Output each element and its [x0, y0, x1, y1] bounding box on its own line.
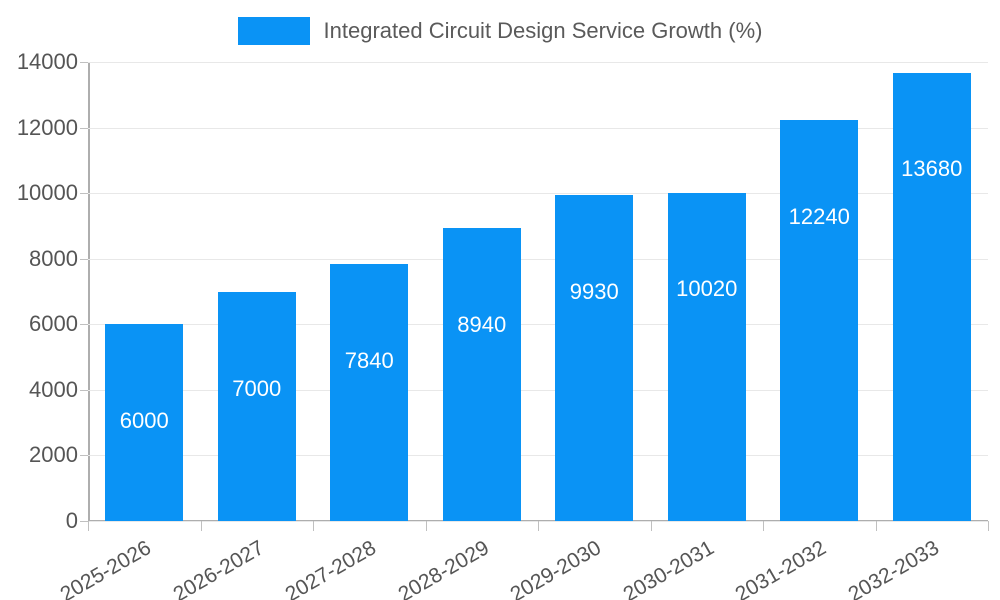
gridline: [88, 127, 988, 129]
plot-area: 6000 7000 7840 8940 9930 10020 12240 13680: [88, 62, 988, 522]
y-axis-tick-label: 2000: [29, 442, 78, 468]
bar[interactable]: [780, 119, 859, 521]
bar-value-label: 6000: [119, 408, 169, 434]
y-axis-tick-mark: [80, 127, 88, 129]
x-axis-tick-mark: [313, 521, 314, 531]
bar[interactable]: [442, 227, 521, 521]
x-axis-tick-mark: [875, 521, 877, 531]
y-axis-tick-mark: [80, 521, 88, 522]
y-axis-tick-label: 0: [65, 508, 78, 533]
x-axis-tick-label: 2026-2027: [169, 536, 268, 600]
x-axis-tick-label: 2029-2030: [506, 536, 605, 600]
gridline: [88, 324, 988, 326]
y-axis-tick-label: 8000: [29, 245, 78, 271]
bar-value-label: 7000: [232, 375, 282, 401]
gridline: [88, 389, 988, 391]
y-axis-tick-mark: [80, 62, 88, 63]
legend-label: Integrated Circuit Design Service Growth…: [323, 18, 763, 43]
x-axis-tick-label: 2031-2032: [731, 536, 830, 600]
x-axis-tick-mark: [88, 521, 89, 531]
x-axis-tick-label: 2032-2033: [844, 536, 943, 600]
x-axis-tick-mark: [538, 521, 539, 531]
y-axis-tick-label: 12000: [16, 114, 78, 140]
x-axis-tick-mark: [988, 521, 989, 531]
x-axis-tick-mark: [763, 521, 764, 531]
bar[interactable]: [555, 195, 634, 521]
x-axis-tick-label: 2025-2026: [56, 536, 156, 600]
y-axis-tick-label: 14000: [16, 49, 78, 74]
chart-legend: Integrated Circuit Design Service Growth…: [0, 10, 1000, 52]
y-axis-tick-label: 10000: [16, 180, 78, 206]
bar[interactable]: [105, 324, 184, 521]
x-axis-tick-mark: [650, 521, 652, 531]
gridline: [88, 193, 988, 195]
bar-value-label: 8940: [457, 311, 507, 337]
x-axis-tick-label: 2028-2029: [394, 536, 493, 600]
bar[interactable]: [667, 192, 746, 521]
gridline: [88, 455, 988, 457]
y-axis-tick-mark: [80, 258, 88, 260]
y-axis-tick-label: 6000: [29, 311, 78, 337]
bar[interactable]: [330, 263, 409, 521]
y-axis-tick-mark: [80, 324, 88, 326]
bar-value-label: 9930: [569, 279, 619, 305]
gridline: [88, 62, 988, 63]
x-axis-tick-label: 2030-2031: [619, 536, 718, 600]
y-axis-tick-mark: [80, 389, 88, 391]
bar-value-label: 12240: [788, 203, 850, 229]
bar-value-label: 7840: [344, 347, 394, 373]
legend-item-series-0[interactable]: Integrated Circuit Design Service Growth…: [237, 17, 763, 45]
gridline: [88, 258, 988, 260]
y-axis-tick-label: 4000: [29, 376, 78, 402]
y-axis-tick-mark: [80, 455, 88, 457]
bar-value-label: 10020: [676, 276, 738, 302]
x-axis-tick-label: 2027-2028: [281, 536, 380, 600]
y-axis-tick-mark: [80, 193, 88, 195]
legend-color-swatch-icon: [237, 17, 310, 45]
bar[interactable]: [217, 291, 296, 521]
y-axis-line: [88, 62, 90, 522]
bar[interactable]: [892, 72, 971, 521]
x-axis-tick-mark: [425, 521, 427, 531]
x-axis-tick-mark: [200, 521, 202, 531]
bar-value-label: 13680: [901, 156, 963, 182]
